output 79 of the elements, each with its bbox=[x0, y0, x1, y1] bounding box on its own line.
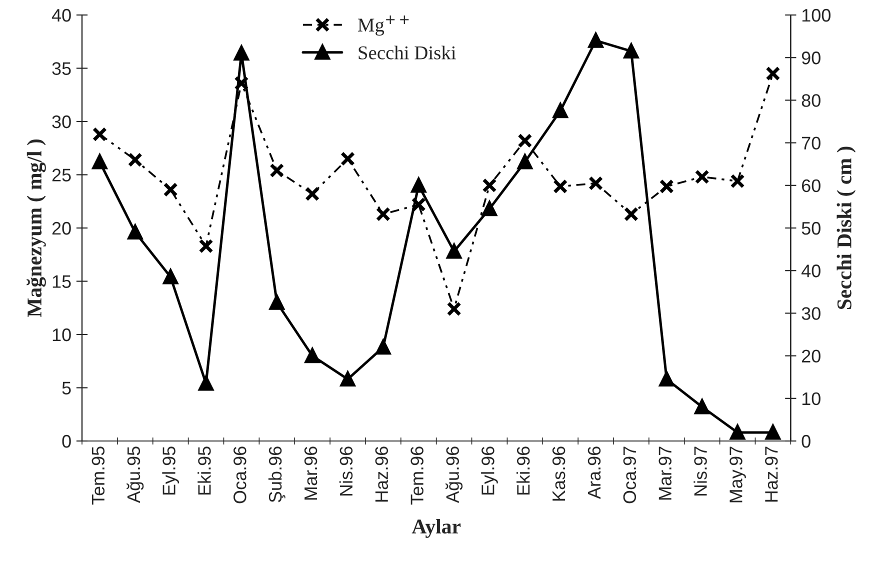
point bbox=[659, 372, 674, 387]
point bbox=[270, 163, 284, 178]
x-tick-label: Şub.96 bbox=[268, 446, 286, 502]
y2-tick-label: 70 bbox=[802, 136, 820, 150]
point bbox=[163, 270, 178, 284]
y-axis-title: Mağnezyum ( mg/l ) bbox=[26, 140, 46, 318]
x-tick-label: Nis.97 bbox=[694, 446, 707, 496]
y-tick-label: 20 bbox=[52, 222, 71, 235]
y-tick-label: 5 bbox=[62, 382, 71, 394]
point bbox=[766, 425, 780, 440]
x-tick-label: Tem.95 bbox=[92, 446, 105, 505]
point bbox=[411, 197, 426, 212]
x-tick-label: Eyl.96 bbox=[481, 446, 498, 495]
x-tick-label: Nis.96 bbox=[339, 446, 353, 496]
point bbox=[588, 33, 604, 48]
x-tick-label: Haz.96 bbox=[375, 446, 388, 502]
y-tick-label: 40 bbox=[52, 8, 71, 22]
point bbox=[588, 176, 604, 191]
point bbox=[270, 295, 284, 310]
point bbox=[376, 206, 390, 222]
legend-label: Mg$^{++}$ bbox=[358, 15, 409, 36]
x-tick-label: Kas.96 bbox=[552, 446, 566, 501]
point bbox=[92, 126, 108, 142]
y2-tick-label: 40 bbox=[802, 264, 820, 278]
y2-tick-label: 80 bbox=[802, 94, 820, 107]
point bbox=[766, 66, 780, 81]
x-tick-label: Mar.96 bbox=[304, 446, 318, 500]
y-tick-label: 35 bbox=[52, 62, 71, 75]
point bbox=[482, 178, 497, 193]
x-tick-label: Eki.95 bbox=[198, 446, 211, 495]
y2-tick-label: 60 bbox=[802, 179, 820, 192]
x-tick-label: Ağu.96 bbox=[446, 446, 463, 504]
x-tick-label: Ara.96 bbox=[588, 446, 601, 500]
point bbox=[730, 425, 745, 440]
point bbox=[128, 224, 142, 240]
point bbox=[340, 372, 356, 387]
y-tick-label: 10 bbox=[52, 328, 71, 342]
point bbox=[198, 238, 214, 254]
point bbox=[234, 76, 249, 90]
x-tick-label: Oca.97 bbox=[623, 446, 636, 504]
point bbox=[446, 302, 462, 316]
point bbox=[730, 174, 745, 188]
y2-axis-title: Secchi Diski ( cm ) bbox=[836, 146, 856, 310]
x-tick-label: Mar.97 bbox=[658, 446, 672, 500]
y2-tick-label: 10 bbox=[802, 392, 820, 406]
y2-tick-label: 30 bbox=[802, 307, 820, 320]
y-tick-label: 0 bbox=[62, 434, 71, 448]
point bbox=[624, 206, 639, 222]
x-tick-label: Ağu.95 bbox=[126, 446, 144, 504]
x-tick-label: Eki.96 bbox=[516, 446, 530, 495]
point bbox=[659, 179, 674, 194]
point bbox=[553, 179, 568, 194]
point bbox=[128, 152, 142, 168]
y2-tick-label: 20 bbox=[802, 350, 820, 363]
point bbox=[198, 376, 214, 391]
point bbox=[624, 44, 639, 58]
y2-tick-label: 0 bbox=[802, 434, 810, 448]
x-tick-label: May.97 bbox=[730, 446, 746, 502]
y-tick-label: 15 bbox=[52, 275, 71, 288]
x-tick-label: Oca.96 bbox=[234, 446, 246, 504]
point bbox=[518, 154, 532, 170]
point bbox=[376, 340, 390, 355]
y2-tick-label: 90 bbox=[802, 52, 820, 64]
point bbox=[163, 182, 178, 197]
x-tick-label: Eyl.95 bbox=[162, 446, 179, 495]
y2-tick-label: 50 bbox=[802, 222, 820, 235]
x-tick-label: Tem.96 bbox=[410, 446, 424, 505]
point bbox=[446, 244, 462, 259]
point bbox=[518, 133, 532, 148]
point bbox=[92, 154, 108, 170]
legend-label: Secchi Diski bbox=[358, 46, 456, 60]
point bbox=[305, 186, 320, 202]
point bbox=[694, 170, 710, 184]
y-tick-label: 30 bbox=[52, 115, 71, 128]
y2-tick-label: 100 bbox=[802, 8, 830, 22]
point bbox=[340, 151, 356, 166]
x-tick-label: Haz.97 bbox=[765, 446, 778, 502]
y-tick-label: 25 bbox=[52, 168, 71, 182]
x-axis-title: Aylar bbox=[412, 518, 461, 538]
